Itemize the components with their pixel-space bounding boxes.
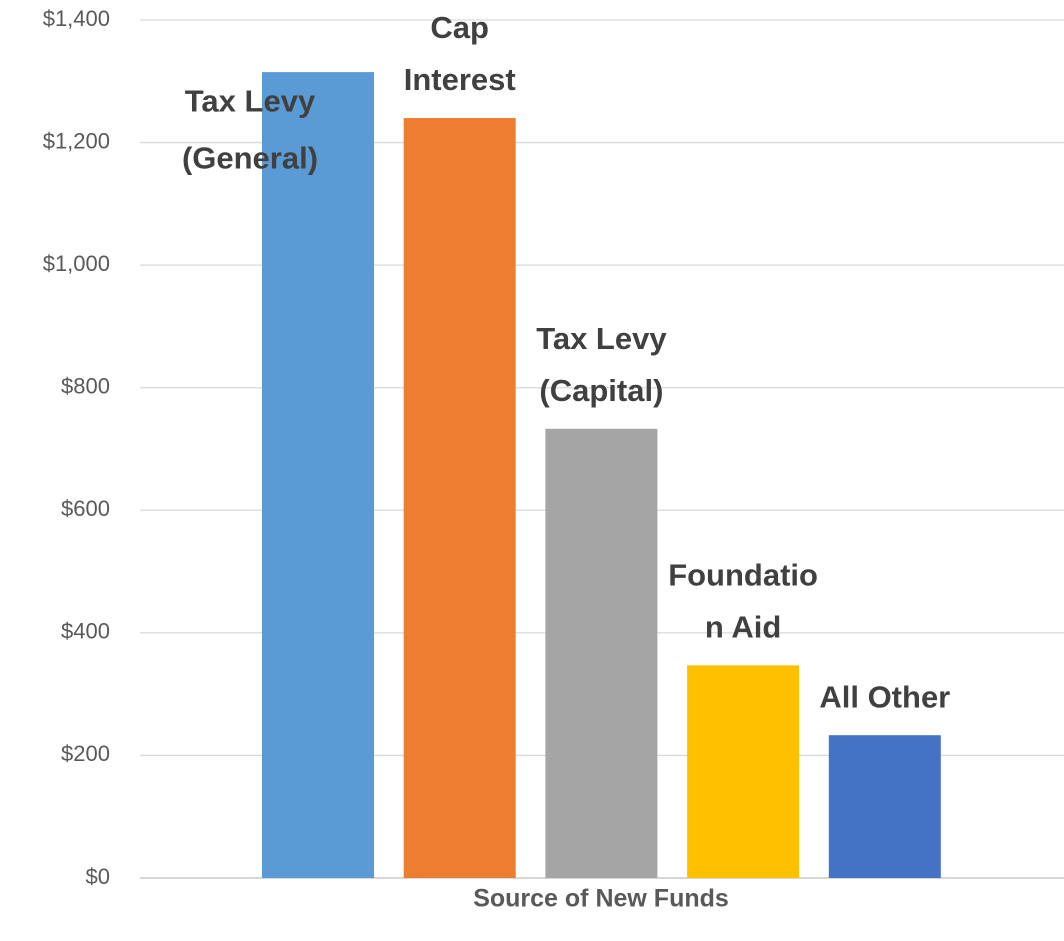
bar	[262, 72, 374, 879]
bar	[403, 118, 516, 879]
category-label: n Aid	[705, 610, 781, 645]
category-label: (General)	[182, 140, 318, 175]
category-label: Interest	[404, 62, 516, 97]
y-tick-label: $0	[86, 864, 110, 889]
y-tick-label: $800	[61, 374, 110, 399]
bar	[828, 735, 941, 878]
x-axis-title: Source of New Funds	[473, 885, 729, 913]
bar	[687, 665, 800, 878]
y-tick-label: $400	[61, 619, 110, 644]
y-tick-label: $1,000	[43, 251, 110, 276]
category-label: Foundatio	[668, 558, 818, 593]
category-label: Tax Levy	[536, 321, 667, 356]
category-label: All Other	[819, 679, 950, 714]
bar	[545, 428, 658, 878]
category-label: Tax Levy	[185, 83, 316, 118]
category-label: Cap	[430, 10, 489, 45]
y-tick-label: $600	[61, 496, 110, 521]
category-label: (Capital)	[539, 373, 663, 408]
y-tick-label: $200	[61, 741, 110, 766]
y-tick-label: $1,200	[43, 128, 110, 153]
y-tick-label: $1,400	[43, 6, 110, 31]
